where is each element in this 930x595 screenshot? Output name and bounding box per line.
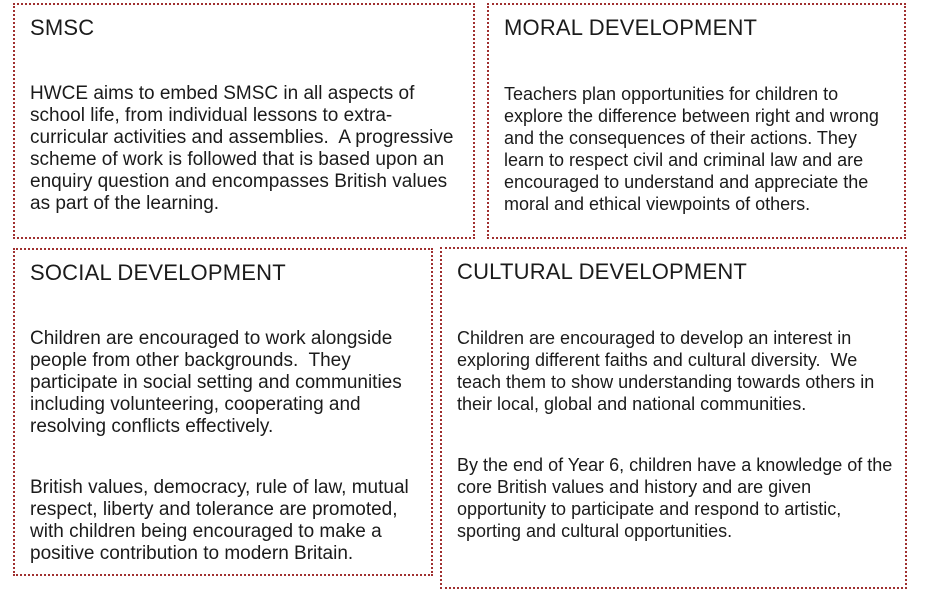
card-moral-paragraph-1: Teachers plan opportunities for children… (504, 84, 884, 214)
card-cultural-development: CULTURAL DEVELOPMENT Children are encour… (440, 247, 907, 589)
card-social-paragraph-1: Children are encouraged to work alongsid… (30, 328, 408, 437)
card-cultural-paragraph-2: By the end of Year 6, children have a kn… (457, 455, 898, 541)
card-cultural-title: CULTURAL DEVELOPMENT (457, 259, 748, 284)
card-moral-title: MORAL DEVELOPMENT (504, 15, 758, 40)
card-moral-development: MORAL DEVELOPMENT Teachers plan opportun… (487, 3, 906, 239)
card-social-title: SOCIAL DEVELOPMENT (30, 260, 286, 285)
card-cultural-paragraph-1: Children are encouraged to develop an in… (457, 328, 880, 414)
card-smsc: SMSC HWCE aims to embed SMSC in all aspe… (13, 3, 475, 239)
card-smsc-paragraph-1: HWCE aims to embed SMSC in all aspects o… (30, 83, 459, 214)
card-smsc-title: SMSC (30, 15, 95, 40)
card-social-paragraph-2: British values, democracy, rule of law, … (30, 477, 415, 564)
card-social-development: SOCIAL DEVELOPMENT Children are encourag… (13, 248, 433, 576)
